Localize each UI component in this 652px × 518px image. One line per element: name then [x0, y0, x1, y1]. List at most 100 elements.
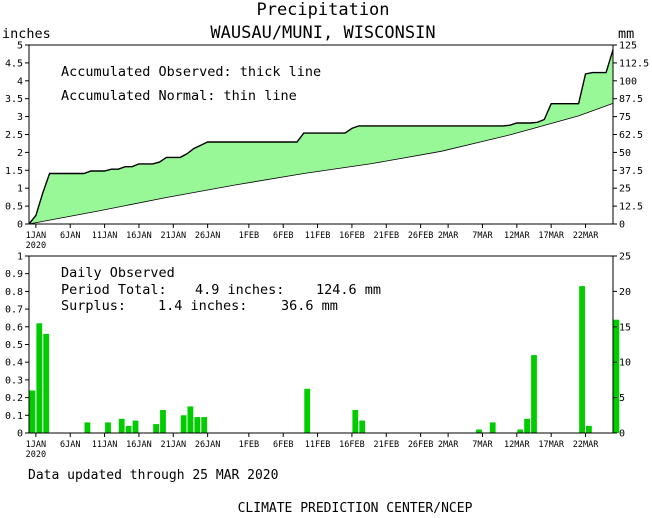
surplus-mm: 36.6 mm: [281, 298, 338, 314]
top-ytick-right-label: 87.5: [619, 94, 643, 105]
top-ytick-left-label: 1: [17, 184, 23, 195]
daily-precip-bar: [359, 420, 366, 433]
bottom-plot-frame: [28, 255, 614, 434]
daily-precip-bar: [201, 417, 208, 433]
top-plot-frame: [28, 44, 614, 225]
legend-observed: Accumulated Observed: thick line: [61, 64, 321, 80]
daily-precip-bar: [531, 355, 537, 433]
bottom-xtick-label: 2MAR: [438, 440, 459, 450]
top-xtick-label: 16FEB: [339, 231, 365, 241]
bottom-xtick-label: 11FEB: [305, 440, 331, 450]
bottom-xtick-label: 1JAN: [26, 440, 46, 450]
surplus-inches: 1.4 inches:: [158, 298, 247, 314]
bottom-xtick-label: 22MAR: [573, 440, 599, 450]
top-xtick-label: 1FEB: [239, 231, 259, 241]
top-xtick-label: 26FEB: [408, 231, 434, 241]
bottom-xtick-label: 26JAN: [195, 440, 221, 450]
top-ytick-left-label: 2: [17, 148, 23, 159]
legend-normal: Accumulated Normal: thin line: [61, 88, 297, 104]
top-ytick-left-label: 3: [17, 112, 23, 123]
bottom-ytick-left-label: 0.4: [5, 358, 23, 369]
bottom-ytick-left-label: 0.7: [5, 305, 23, 316]
bottom-ytick-left-label: 0.9: [5, 269, 23, 280]
top-xtick-label: 1JAN: [26, 231, 46, 241]
bottom-xtick-year-label: 2020: [26, 450, 46, 460]
daily-precip-bar: [517, 429, 524, 433]
period-total-mm: 124.6 mm: [316, 282, 381, 298]
top-ytick-right-label: 75: [619, 112, 631, 123]
daily-precip-bar: [84, 422, 91, 433]
top-ytick-right-label: 112.5: [619, 58, 649, 69]
accumulated-plot-area: 00.511.522.533.544.55012.52537.55062.575…: [5, 41, 649, 252]
top-xtick-year-label: 2020: [26, 241, 46, 251]
top-xtick-label: 17MAR: [538, 231, 564, 241]
surplus-label: Surplus:: [61, 298, 126, 314]
top-ytick-right-label: 125: [619, 41, 637, 52]
bottom-ytick-right-label: 20: [619, 287, 631, 298]
bottom-ytick-right-label: 25: [619, 252, 631, 263]
top-ytick-right-label: 0: [619, 220, 625, 231]
top-ytick-right-label: 37.5: [619, 166, 643, 177]
chart-subtitle: WAUSAU/MUNI, WISCONSIN: [210, 23, 435, 43]
bottom-xtick-label: 16FEB: [339, 440, 365, 450]
top-ytick-right-label: 25: [619, 184, 631, 195]
daily-precip-bar: [524, 418, 530, 433]
bottom-xtick-label: 6JAN: [60, 440, 80, 450]
bottom-ytick-right-label: 5: [619, 393, 625, 404]
surplus-fill-area: [29, 49, 613, 225]
bottom-ytick-right-label: 15: [619, 322, 631, 333]
top-ytick-right-label: 62.5: [619, 130, 643, 141]
top-xtick-label: 11FEB: [305, 231, 331, 241]
daily-plot-area: 00.10.20.30.40.50.60.70.80.9105101520251…: [5, 252, 631, 461]
top-xtick-label: 16JAN: [126, 231, 152, 241]
daily-precip-bar: [125, 425, 132, 433]
daily-precip-bar: [105, 422, 111, 433]
daily-precip-bar: [579, 286, 585, 433]
top-xtick-label: 12MAR: [504, 231, 530, 241]
bottom-xtick-label: 16JAN: [126, 440, 152, 450]
daily-precip-panel: 00.10.20.30.40.50.60.70.80.9105101520251…: [5, 252, 631, 461]
top-ytick-right-label: 50: [619, 148, 631, 159]
period-total-label: Period Total:: [61, 282, 167, 298]
daily-precip-bar: [194, 417, 201, 433]
top-xtick-label: 7MAR: [472, 231, 493, 241]
daily-precip-bar: [132, 420, 139, 433]
bottom-ytick-left-label: 1: [17, 252, 23, 263]
daily-precip-bar: [118, 418, 125, 433]
accumulated-precip-panel: Precipitation WAUSAU/MUNI, WISCONSIN inc…: [2, 0, 649, 251]
daily-precip-bar: [187, 406, 194, 433]
daily-precip-bar: [352, 410, 359, 433]
top-xtick-label: 21JAN: [160, 231, 186, 241]
credit-text: CLIMATE PREDICTION CENTER/NCEP: [238, 501, 473, 516]
daily-precip-bar: [489, 422, 496, 433]
daily-precip-bar: [586, 425, 592, 433]
bottom-xtick-label: 21JAN: [160, 440, 186, 450]
top-ytick-right-label: 12.5: [619, 202, 643, 213]
bottom-ytick-left-label: 0.3: [5, 375, 23, 386]
top-ytick-left-label: 3.5: [5, 94, 23, 105]
daily-heading: Daily Observed: [61, 265, 175, 281]
daily-precip-bar: [180, 415, 187, 433]
accumulated-observed-line: [28, 49, 614, 225]
bottom-xtick-label: 1FEB: [239, 440, 259, 450]
y-axis-label-right: mm: [618, 26, 634, 42]
bottom-ytick-left-label: 0.5: [5, 340, 23, 351]
daily-precip-bar: [613, 319, 620, 433]
y-axis-label-left: inches: [2, 26, 51, 42]
top-ytick-left-label: 0.5: [5, 202, 23, 213]
top-xtick-label: 26JAN: [195, 231, 221, 241]
bottom-xtick-label: 26FEB: [408, 440, 434, 450]
top-xtick-label: 6FEB: [273, 231, 293, 241]
bottom-ytick-left-label: 0.2: [5, 393, 23, 404]
bottom-xtick-label: 6FEB: [273, 440, 293, 450]
top-ytick-left-label: 4.5: [5, 58, 23, 69]
top-xtick-label: 21FEB: [373, 231, 399, 241]
top-ytick-left-label: 1.5: [5, 166, 23, 177]
top-ytick-right-label: 100: [619, 76, 637, 87]
accumulated-normal-line: [28, 103, 614, 225]
period-total-inches: 4.9 inches:: [195, 282, 284, 298]
bottom-ytick-left-label: 0: [17, 429, 23, 440]
bottom-ytick-left-label: 0.1: [5, 411, 23, 422]
daily-precip-bar: [160, 410, 166, 433]
